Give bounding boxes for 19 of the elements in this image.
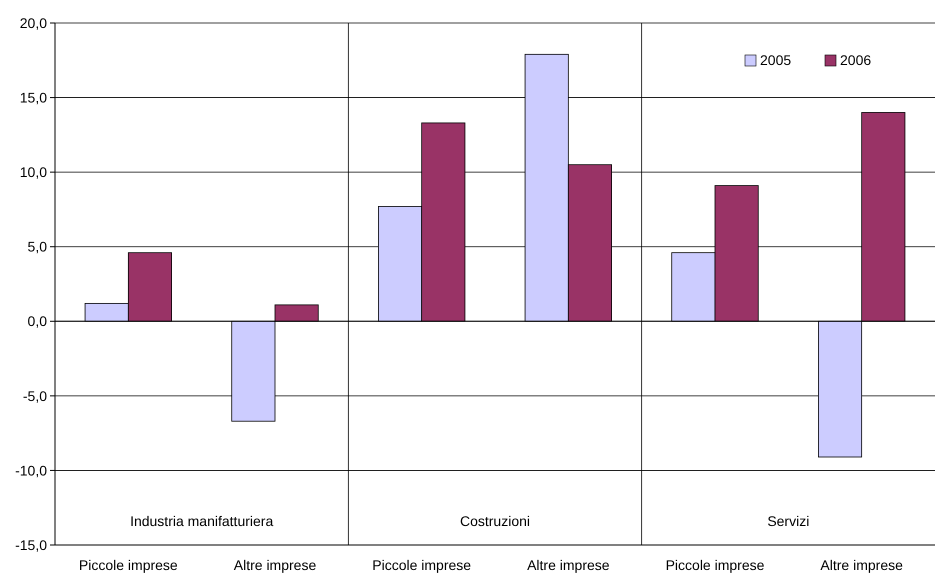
x-tick-label: Piccole imprese bbox=[372, 557, 472, 573]
annotation: Servizi bbox=[767, 513, 810, 529]
legend-label: 2006 bbox=[840, 52, 872, 68]
y-tick-label: 10,0 bbox=[20, 164, 48, 180]
x-tick-label: Altre imprese bbox=[820, 557, 904, 573]
y-tick-label: -5,0 bbox=[22, 388, 48, 404]
y-tick-label: 0,0 bbox=[28, 313, 48, 330]
x-tick-label: Altre imprese bbox=[234, 557, 316, 573]
y-tick-label: 5,0 bbox=[28, 238, 48, 255]
y-tick-label: -15,0 bbox=[15, 536, 48, 553]
annotation: Industria manifatturiera bbox=[130, 513, 274, 529]
y-tick-label: 20,0 bbox=[20, 14, 48, 31]
annotation: Costruzioni bbox=[460, 513, 530, 529]
y-tick-label: -10,0 bbox=[15, 462, 48, 478]
y-tick-label: 15,0 bbox=[20, 89, 48, 106]
legend-label: 2005 bbox=[760, 52, 792, 68]
x-tick-label: Piccole imprese bbox=[666, 557, 765, 573]
x-tick-label: Piccole imprese bbox=[78, 557, 178, 573]
x-tick-label: Altre imprese bbox=[527, 557, 610, 573]
